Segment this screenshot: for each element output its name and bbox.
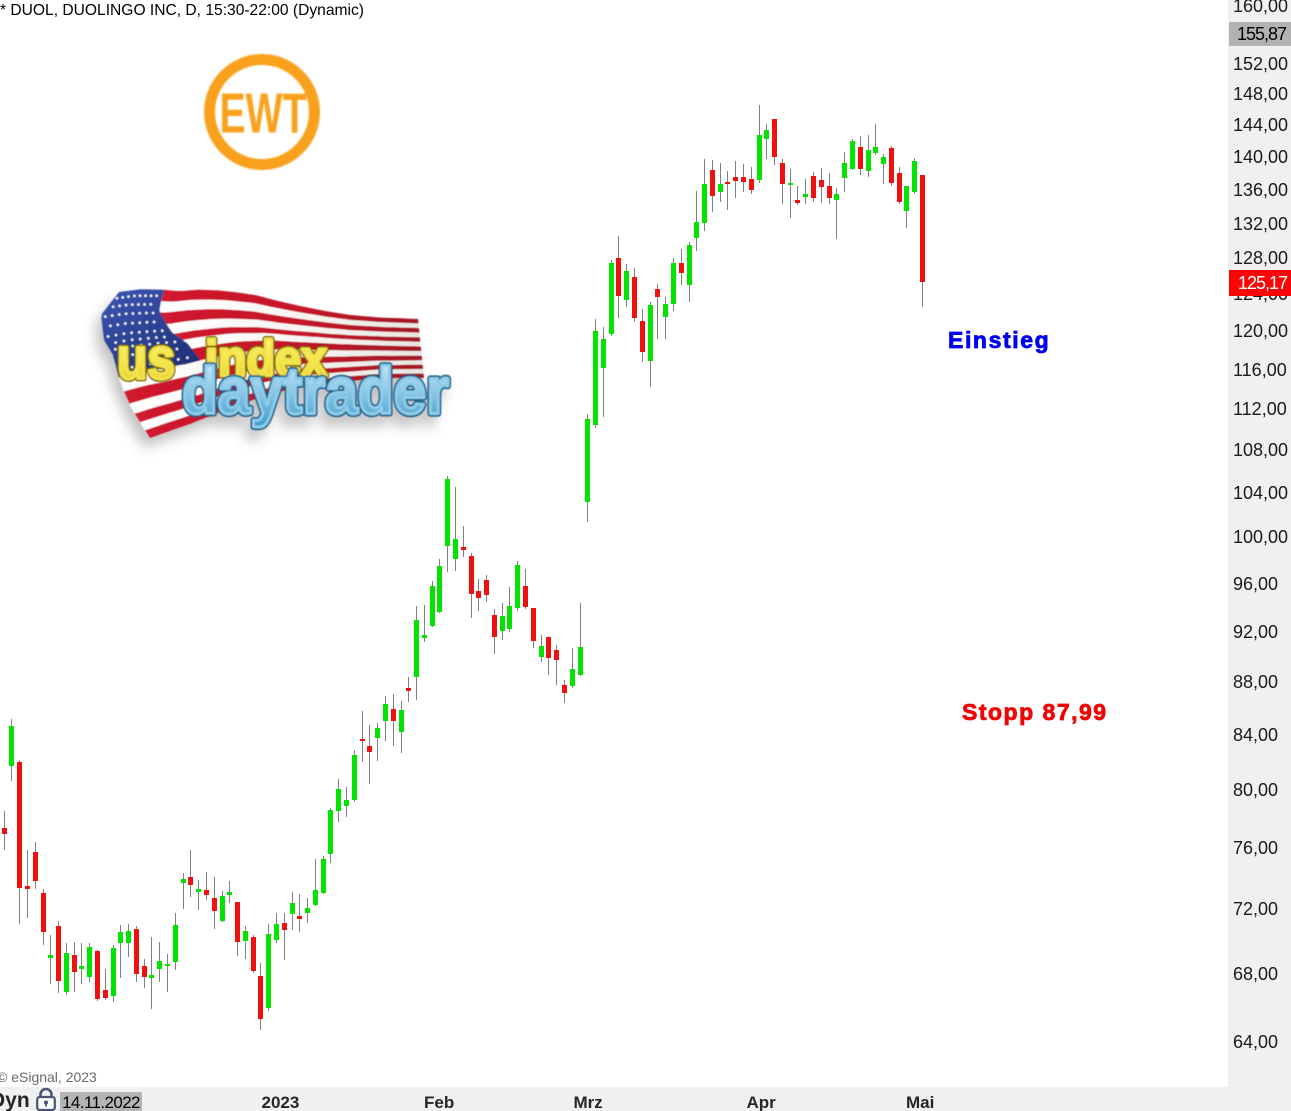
svg-text:daytrader: daytrader [182, 354, 449, 428]
svg-text:us: us [117, 327, 175, 392]
svg-text:us: us [117, 327, 175, 392]
svg-text:daytrader: daytrader [182, 354, 449, 428]
svg-text:index: index [205, 331, 327, 387]
svg-text:EWT: EWT [220, 82, 307, 146]
svg-text:index: index [205, 331, 327, 387]
